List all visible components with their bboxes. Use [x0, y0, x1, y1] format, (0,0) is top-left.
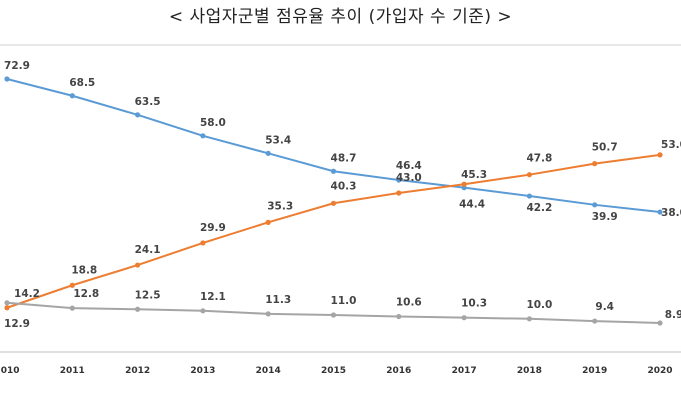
series-3-data-label: 11.3 [265, 294, 291, 306]
series-1-point [330, 168, 337, 174]
series-3-point [592, 318, 598, 324]
x-tick-label: 2012 [125, 366, 150, 376]
series-1-data-label: 38.0 [661, 207, 681, 219]
series-2-point [200, 240, 206, 246]
series-1-data-label: 44.4 [459, 199, 485, 211]
x-tick-label: 2011 [60, 366, 85, 376]
series-1-data-label: 48.7 [331, 152, 357, 164]
series-3-point [461, 315, 467, 321]
series-1-point [200, 133, 206, 139]
series-3-point [657, 320, 663, 326]
series-2-data-label: 12.9 [4, 318, 30, 330]
series-3-data-label: 9.4 [595, 301, 614, 313]
x-tick-label: 2015 [321, 366, 346, 376]
x-tick-label: 2013 [190, 366, 215, 376]
chart-title: < 사업자군별 점유율 추이 (가입자 수 기준) > [168, 7, 513, 27]
series-2-point [135, 262, 141, 268]
series-3-data-label: 12.8 [73, 288, 99, 300]
series-1-data-label: 53.4 [265, 134, 291, 146]
series-2-point [657, 152, 663, 158]
series-2-data-label: 35.3 [267, 200, 293, 212]
series-2-data-label: 24.1 [135, 244, 161, 256]
series-1-point [592, 202, 598, 208]
series-2-point [69, 282, 75, 288]
series-3-data-label: 12.5 [135, 289, 161, 301]
series-3-point [69, 305, 75, 311]
series-3-point [265, 311, 271, 317]
series-3-data-label: 14.2 [14, 288, 40, 300]
series-1-point [396, 177, 402, 183]
series-3-data-label: 11.0 [331, 295, 357, 307]
series-1-data-label: 39.9 [592, 211, 618, 223]
series-2-point [330, 200, 337, 206]
series-3-data-label: 12.1 [200, 291, 226, 303]
series-2-point [396, 190, 402, 196]
x-tick-layer: 2010 2011 2012 2013 2014 2015 2016 2017 2018 2019… [0, 366, 673, 376]
series-2-data-label: 47.8 [526, 153, 552, 165]
series-1-point [265, 150, 271, 156]
series-2-data-label: 50.7 [592, 142, 618, 154]
series-2-point [4, 305, 10, 311]
series-2-data-label: 29.9 [200, 222, 226, 234]
x-tick-label: 2019 [582, 366, 607, 376]
series-1-data-label: 58.0 [200, 117, 226, 129]
series-2-data-label: 53.0 [661, 139, 681, 151]
series-2-data-label: 18.8 [71, 264, 97, 276]
series-2-point [526, 172, 533, 178]
series-2-point [265, 219, 271, 225]
x-tick-label: 2016 [386, 366, 411, 376]
series-3-point [4, 300, 10, 306]
series-2-line [6, 153, 661, 309]
series-3-point [526, 316, 533, 322]
series-3-point [396, 313, 402, 320]
series-3-data-label: 10.0 [526, 299, 552, 311]
series-3-point [330, 312, 337, 318]
series-3-point [200, 308, 206, 314]
x-tick-label: 2020 [647, 366, 672, 376]
series-1-point [526, 193, 533, 199]
series-2-data-label: 45.3 [461, 169, 487, 181]
data-label-layer: 72.9 68.5 63.5 58.0 53.4 48.7 46.4 44.4 42.2 39.9… [4, 60, 681, 330]
series-1-data-label: 63.5 [135, 96, 161, 108]
series-1-data-label: 46.4 [396, 160, 422, 172]
x-tick-label: 2018 [517, 366, 542, 376]
x-tick-label: 2017 [452, 366, 477, 376]
series-3-point [135, 306, 141, 312]
series-2-data-label: 40.3 [331, 180, 357, 192]
x-tick-label: 2014 [256, 366, 281, 376]
x-tick-label: 2010 [0, 366, 20, 376]
series-1-data-label: 68.5 [69, 77, 95, 89]
series-2-point [592, 161, 598, 167]
series-1-point [69, 93, 75, 99]
series-1-point [135, 112, 141, 118]
series-1-point [657, 209, 663, 215]
series-3-data-label: 10.6 [396, 297, 422, 309]
series-1-data-label: 42.2 [526, 202, 552, 214]
series-layer [4, 76, 663, 326]
series-2-point [461, 181, 467, 187]
series-1-point [4, 76, 10, 82]
series-2-data-label: 43.0 [396, 172, 422, 184]
series-1-data-label: 72.9 [4, 60, 30, 72]
series-3-data-label: 10.3 [461, 298, 487, 310]
series-3-data-label: 8.9 [665, 309, 681, 321]
